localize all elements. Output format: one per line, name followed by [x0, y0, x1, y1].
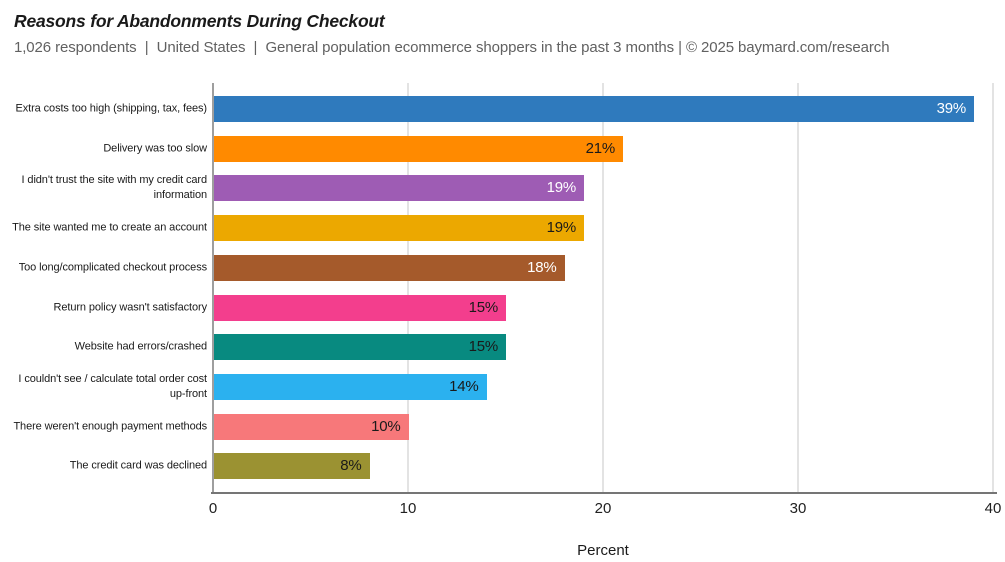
bar: 15%: [213, 334, 506, 361]
chart-subtitle: 1,026 respondents | United States | Gene…: [14, 39, 890, 56]
bar: 15%: [213, 294, 506, 321]
bar-value-label: 8%: [340, 457, 362, 475]
gridline-x-30: [797, 83, 799, 493]
x-tick-label-40: 40: [984, 500, 1002, 517]
bar-value-label: 10%: [371, 417, 401, 435]
category-label: Delivery was too slow: [103, 142, 207, 155]
y-axis-zero-line: [212, 83, 214, 493]
gridline-x-40: [992, 83, 994, 493]
bar: 19%: [213, 175, 584, 202]
bar: 19%: [213, 215, 584, 242]
x-tick-label-20: 20: [594, 500, 612, 517]
category-label: I didn't trust the site with my credit c…: [21, 174, 208, 202]
x-axis-line: [211, 492, 997, 494]
bar: 14%: [213, 373, 487, 400]
bar: 21%: [213, 135, 623, 162]
x-tick-label-30: 30: [789, 500, 807, 517]
bar-value-label: 19%: [546, 179, 577, 197]
category-label: Website had errors/crashed: [74, 340, 207, 353]
bar: 8%: [213, 453, 370, 480]
bar-value-label: 15%: [468, 298, 499, 316]
bar-value-label: 39%: [936, 100, 967, 117]
category-label: The site wanted me to create an account: [12, 221, 207, 234]
category-label: Extra costs too high (shipping, tax, fee…: [15, 102, 208, 115]
category-label: Return policy wasn't satisfactory: [53, 301, 208, 314]
category-label: Too long/complicated checkout process: [18, 261, 207, 274]
bar: 18%: [213, 254, 565, 281]
x-tick-label-0: 0: [208, 500, 218, 517]
category-label: I couldn't see / calculate total order c…: [18, 373, 207, 400]
bar-value-label: 15%: [468, 338, 499, 356]
y-axis-category-labels: Extra costs too high (shipping, tax, fee…: [0, 83, 207, 493]
gridline-x-10: [407, 83, 409, 493]
x-tick-label-10: 10: [399, 500, 417, 517]
x-axis-title: Percent: [577, 542, 629, 559]
bar-value-label: 14%: [449, 377, 479, 395]
plot-area: 39% 21% 19% 19% 18% 15% 15% 14% 10% 8%: [212, 83, 994, 493]
bar-value-label: 18%: [527, 258, 557, 276]
bar-value-label: 21%: [585, 139, 616, 157]
bar-value-label: 19%: [546, 219, 577, 237]
gridline-x-20: [602, 83, 604, 493]
category-label: There weren't enough payment methods: [13, 420, 207, 433]
bar: 10%: [213, 413, 409, 440]
category-label: The credit card was declined: [69, 459, 207, 472]
bar: 39%: [213, 96, 974, 122]
chart-title: Reasons for Abandonments During Checkout: [14, 11, 385, 31]
